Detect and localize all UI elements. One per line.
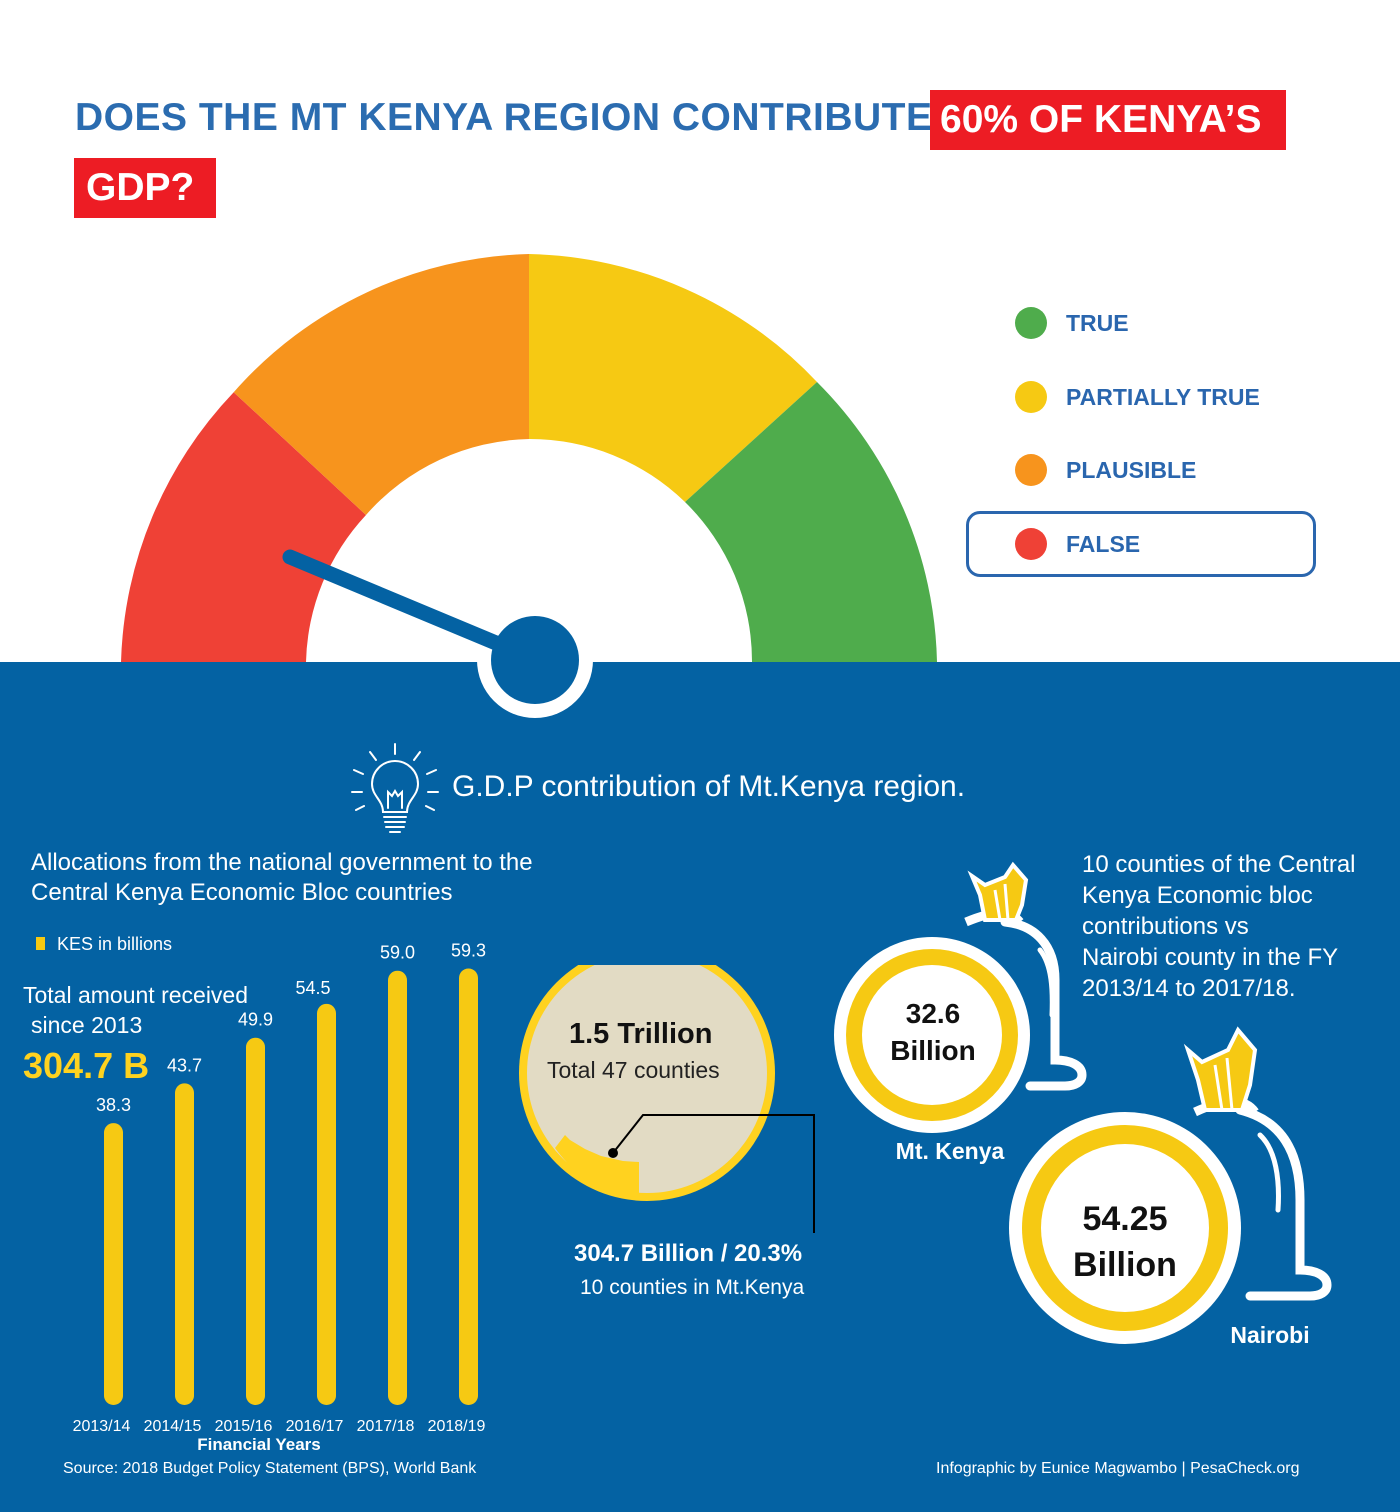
nairobi-value-unit: Billion: [1073, 1246, 1177, 1284]
x-tick-label: 2017/18: [357, 1418, 415, 1435]
bar-value-label: 54.5: [295, 978, 330, 998]
x-tick-label: 2015/16: [215, 1418, 273, 1435]
orange-dot-icon: [1015, 454, 1047, 486]
total-label: Total amount received: [23, 982, 249, 1008]
gauge-segment-partially-true: [529, 254, 817, 502]
bar-2017-18: [388, 970, 407, 1405]
x-axis-label: Financial Years: [197, 1435, 320, 1454]
gauge-segment-true: [685, 382, 937, 662]
title-highlight: 60% OF KENYA’S: [930, 90, 1286, 150]
money-bag-icon: [1183, 1026, 1332, 1301]
nairobi-value: 54.25: [1082, 1200, 1168, 1238]
description-line: 10 counties of the Central: [1082, 851, 1356, 878]
mtkenya-value-unit: Billion: [890, 1035, 976, 1066]
source-note: Source: 2018 Budget Policy Statement (BP…: [63, 1460, 477, 1477]
section-heading: G.D.P contribution of Mt.Kenya region.: [452, 770, 966, 803]
bars-layer: 38.3 2013/14 43.7 2014/15 49.9 2015/16 54.5 201…: [73, 941, 486, 1436]
legend-label: TRUE: [1066, 309, 1129, 336]
legend-label: FALSE: [1066, 530, 1141, 557]
pie-total-label: Total 47 counties: [547, 1057, 720, 1083]
legend-item-true: TRUE: [1015, 303, 1129, 343]
description-line: Nairobi county in the FY: [1082, 944, 1339, 971]
bar-2014-15: [175, 1083, 194, 1405]
legend-swatch: [36, 937, 45, 950]
x-tick-label: 2016/17: [286, 1418, 344, 1435]
yellow-dot-icon: [1015, 381, 1047, 413]
mtkenya-value: 32.6: [905, 998, 961, 1029]
lightbulb-icon: [351, 743, 439, 833]
total-label-2: since 2013: [31, 1012, 143, 1038]
legend-selected-frame: [966, 511, 1316, 577]
page-title: DOES THE MT KENYA REGION CONTRIBUTE: [75, 96, 933, 139]
counties-share-chart: [519, 965, 815, 1233]
legend-label: PARTIALLY TRUE: [1066, 383, 1260, 410]
comparison-description: 10 counties of the Central Kenya Economi…: [1082, 849, 1356, 1004]
bar-value-label: 38.3: [96, 1095, 131, 1115]
bar-2015-16: [246, 1037, 265, 1405]
description-line: 2013/14 to 2017/18.: [1082, 975, 1296, 1002]
total-value: 304.7 B: [23, 1045, 150, 1086]
description-line: contributions vs: [1082, 913, 1249, 940]
gauge-segment-plausible: [233, 254, 529, 515]
bar-2016-17: [317, 1003, 336, 1405]
bar-value-label: 43.7: [167, 1055, 202, 1075]
pie-share-value: 304.7 Billion / 20.3%: [574, 1240, 803, 1267]
legend-label-kes: KES in billions: [57, 934, 173, 954]
money-bag-icon: [964, 861, 1087, 1091]
money-bags-comparison: [834, 861, 1332, 1344]
bar-value-label: 59.0: [380, 943, 415, 963]
verdict-gauge: [121, 254, 937, 662]
pie-total-value: 1.5 Trillion: [569, 1018, 713, 1050]
red-dot-icon: [1015, 528, 1047, 560]
bar-2018-19: [459, 968, 478, 1405]
pie-share-label: 10 counties in Mt.Kenya: [580, 1276, 805, 1299]
nairobi-label: Nairobi: [1230, 1322, 1310, 1348]
green-dot-icon: [1015, 307, 1047, 339]
bar-2013-14: [104, 1123, 123, 1405]
bar-value-label: 49.9: [238, 1010, 273, 1030]
allocations-heading-2: Central Kenya Economic Bloc countries: [31, 879, 453, 906]
description-line: Kenya Economic bloc: [1082, 882, 1313, 909]
allocations-heading: Allocations from the national government…: [31, 849, 533, 876]
gauge-segment-false: [121, 392, 366, 662]
allocations-bar-chart: 38.3 2013/14 43.7 2014/15 49.9 2015/16 54.5 201…: [73, 941, 486, 1455]
x-tick-label: 2013/14: [73, 1418, 131, 1435]
legend-label: PLAUSIBLE: [1066, 456, 1197, 483]
legend-item-partially-true: PARTIALLY TRUE: [1015, 377, 1260, 417]
x-tick-label: 2018/19: [428, 1418, 486, 1435]
bar-value-label: 59.3: [451, 941, 486, 961]
x-tick-label: 2014/15: [144, 1418, 202, 1435]
legend-item-plausible: PLAUSIBLE: [1015, 450, 1196, 490]
title-highlight-gdp: GDP?: [74, 158, 216, 218]
mtkenya-label: Mt. Kenya: [895, 1138, 1005, 1164]
legend-item-false: FALSE: [1015, 524, 1140, 564]
gauge-needle: [282, 549, 579, 704]
credit-note: Infographic by Eunice Magwambo | PesaChe…: [936, 1460, 1300, 1477]
